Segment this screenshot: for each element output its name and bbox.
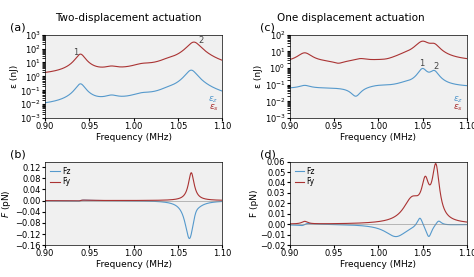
Fy — [73, 199, 79, 202]
Fy — [75, 199, 81, 203]
Fz — [81, 198, 87, 202]
X-axis label: Frequency (MHz): Frequency (MHz) — [96, 260, 172, 269]
Text: $\varepsilon_s$: $\varepsilon_s$ — [209, 103, 219, 113]
Text: (d): (d) — [259, 150, 275, 160]
Fz — [197, 205, 203, 209]
Fy — [441, 208, 447, 211]
Text: $\varepsilon_z$: $\varepsilon_z$ — [209, 94, 219, 105]
Text: 2: 2 — [199, 36, 204, 45]
Fy — [216, 198, 222, 202]
Y-axis label: ε (nJ): ε (nJ) — [9, 65, 18, 88]
X-axis label: Frequency (MHz): Frequency (MHz) — [96, 133, 172, 142]
Fy — [42, 199, 48, 202]
X-axis label: Frequency (MHz): Frequency (MHz) — [340, 260, 416, 269]
Fz — [393, 235, 399, 238]
Fz — [355, 224, 360, 227]
Y-axis label: ε (nJ): ε (nJ) — [254, 65, 263, 88]
Fz — [187, 237, 192, 240]
Fy — [197, 195, 203, 198]
Fz — [287, 223, 292, 227]
Fy — [318, 222, 323, 225]
Fz — [307, 222, 313, 225]
Text: One displacement actuation: One displacement actuation — [277, 13, 425, 23]
Fz — [363, 224, 368, 228]
Text: 2: 2 — [433, 62, 438, 71]
Fz — [42, 199, 48, 202]
Fz — [442, 222, 447, 226]
Legend: Fz, Fy: Fz, Fy — [49, 165, 72, 188]
Fz — [464, 223, 470, 226]
Fz — [118, 199, 124, 202]
Text: (b): (b) — [9, 150, 25, 160]
Fy — [287, 222, 292, 225]
Fz — [417, 217, 423, 220]
Line: Fz: Fz — [290, 218, 467, 237]
Fy — [110, 199, 116, 202]
Fy — [433, 162, 438, 165]
Legend: Fz, Fy: Fz, Fy — [293, 165, 317, 188]
Fy — [464, 220, 470, 224]
Fy — [355, 221, 360, 225]
Fz — [73, 199, 79, 203]
Y-axis label: $\bar{F}$ (pN): $\bar{F}$ (pN) — [0, 189, 14, 218]
Fy — [118, 199, 124, 202]
Text: 1: 1 — [73, 48, 79, 57]
Fy — [63, 199, 68, 202]
Fy — [307, 221, 313, 225]
Fz — [110, 199, 116, 202]
Text: (c): (c) — [259, 23, 274, 33]
Fz — [219, 200, 225, 203]
Text: $\varepsilon_z$: $\varepsilon_z$ — [453, 94, 464, 105]
Fy — [461, 220, 466, 223]
Fz — [461, 223, 466, 226]
Line: Fy: Fy — [45, 173, 222, 201]
Fz — [216, 200, 222, 203]
Fy — [219, 199, 225, 202]
Y-axis label: F (pN): F (pN) — [250, 190, 259, 217]
Fz — [318, 222, 323, 226]
Text: 1: 1 — [419, 59, 424, 68]
Fy — [188, 171, 194, 175]
Fz — [63, 199, 68, 202]
Line: Fy: Fy — [290, 163, 467, 224]
Text: Two-displacement actuation: Two-displacement actuation — [55, 13, 201, 23]
Line: Fz: Fz — [45, 200, 222, 238]
Text: $\varepsilon_s$: $\varepsilon_s$ — [453, 103, 464, 113]
X-axis label: Frequency (MHz): Frequency (MHz) — [340, 133, 416, 142]
Text: (a): (a) — [9, 23, 25, 33]
Fy — [363, 221, 368, 224]
